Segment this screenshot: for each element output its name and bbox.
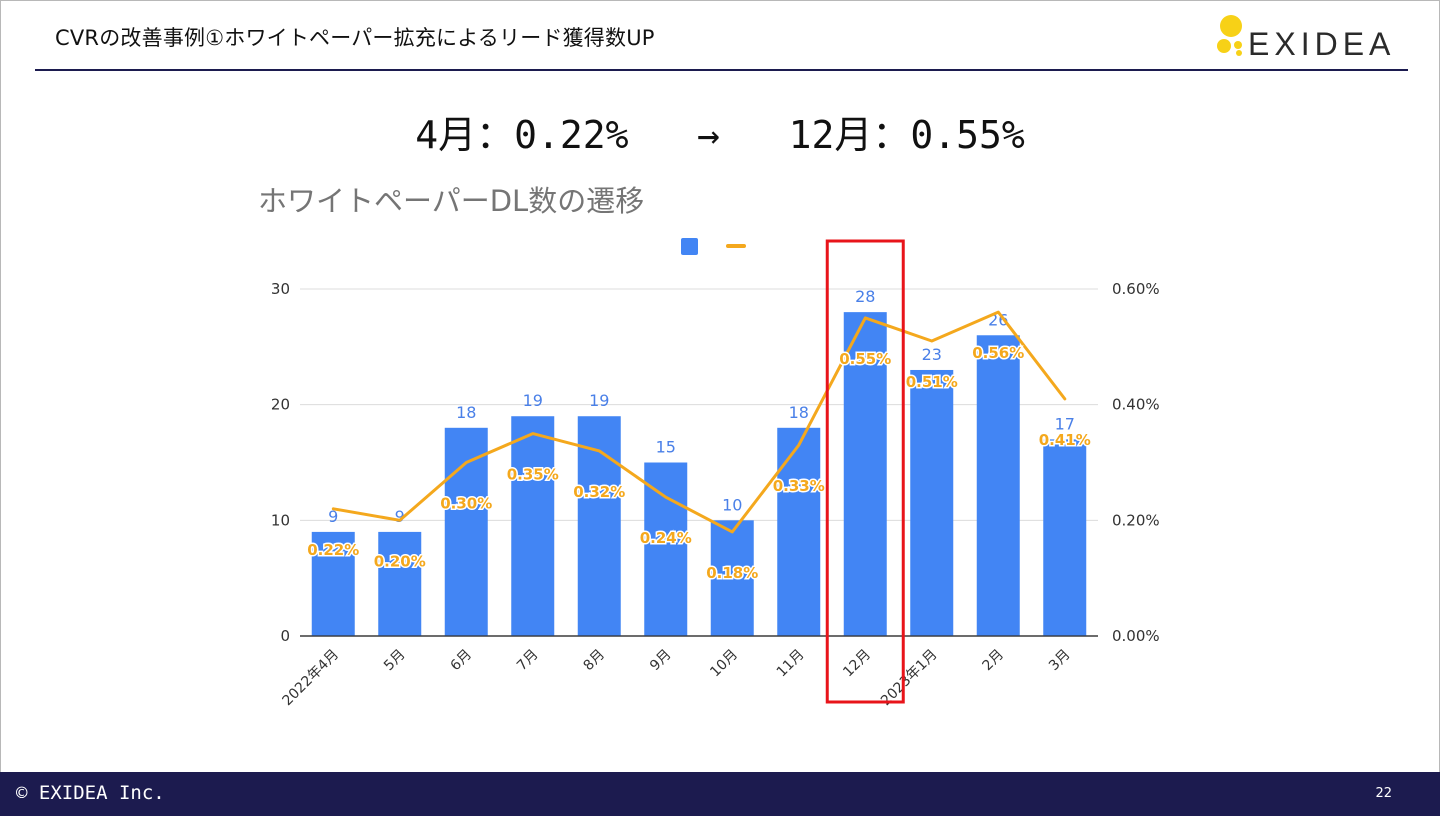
slide-title: CVRの改善事例①ホワイトペーパー拡充によるリード獲得数UP <box>55 26 655 50</box>
bar <box>976 335 1020 636</box>
y-right-tick-label: 0.00% <box>1112 627 1160 645</box>
x-tick-label: 2023年1月 <box>878 647 941 710</box>
bar-value-label: 9 <box>328 507 338 526</box>
whitepaper-dl-chart: 0 10 20 30 0.00% 0.20% 0.40% 0.60% 9 9 18 19 19 15 10 1… <box>271 238 1160 710</box>
bar-value-label: 18 <box>456 403 476 422</box>
x-tick-label: 2022年4月 <box>279 647 342 710</box>
bar <box>378 531 422 636</box>
line-value-label: 0.51% <box>906 373 958 391</box>
bar <box>910 369 954 636</box>
x-tick-label: 3月 <box>1046 647 1074 675</box>
x-tick-label: 11月 <box>774 647 808 681</box>
bar <box>777 427 821 636</box>
y-left-tick-label: 30 <box>271 280 290 298</box>
y-left-tick-label: 20 <box>271 396 290 414</box>
bar-value-label: 18 <box>789 403 809 422</box>
y-left-tick-label: 0 <box>280 627 290 645</box>
cvr-headline: 4月：0.22% → 12月：0.55% <box>0 104 1440 159</box>
line-value-label: 0.20% <box>374 552 426 570</box>
x-tick-label: 7月 <box>514 647 542 675</box>
bar-value-label: 28 <box>855 287 875 306</box>
bar-value-label: 15 <box>656 438 676 457</box>
line-value-label: 0.33% <box>773 477 825 495</box>
bar-value-label: 19 <box>523 391 543 410</box>
x-tick-label: 8月 <box>581 647 609 675</box>
y-left-tick-label: 10 <box>271 511 290 529</box>
headline-december-cvr: 12月：0.55% <box>788 113 1025 157</box>
x-tick-label: 12月 <box>840 647 874 681</box>
line-value-label: 0.55% <box>839 350 891 368</box>
line-value-label: 0.35% <box>507 466 559 484</box>
x-tick-label: 5月 <box>381 647 409 675</box>
headline-april-cvr: 4月：0.22% <box>415 113 629 157</box>
bar-value-label: 9 <box>395 507 405 526</box>
line-value-label: 0.32% <box>573 483 625 501</box>
footer-bar: © EXIDEA Inc. 22 <box>0 772 1440 816</box>
line-value-label: 0.41% <box>1039 431 1091 449</box>
y-right-tick-label: 0.40% <box>1112 396 1160 414</box>
bar-value-label: 10 <box>722 495 742 514</box>
headline-arrow: → <box>697 113 720 157</box>
highlight-box <box>825 239 905 704</box>
cvr-line <box>331 310 1067 534</box>
legend-line-swatch <box>726 244 746 248</box>
bar <box>577 416 621 636</box>
y-right-tick-label: 0.20% <box>1112 511 1160 529</box>
bar <box>511 416 555 636</box>
logo-mark-icon <box>1220 15 1242 37</box>
footer-copyright: © EXIDEA Inc. <box>16 782 165 804</box>
legend-bar-swatch <box>681 238 698 255</box>
x-tick-label: 10月 <box>707 647 741 681</box>
x-tick-label: 2月 <box>980 647 1008 675</box>
exidea-logo <box>1217 15 1242 56</box>
bar <box>444 427 488 636</box>
x-tick-label: 9月 <box>647 647 675 675</box>
bar-value-label: 23 <box>922 345 942 364</box>
bar-value-label: 17 <box>1055 414 1075 433</box>
bar <box>843 312 887 636</box>
line-value-label: 0.24% <box>640 529 692 547</box>
page-number: 22 <box>1375 786 1392 801</box>
y-right-tick-label: 0.60% <box>1112 280 1160 298</box>
bar <box>644 462 688 636</box>
line-value-label: 0.56% <box>972 344 1024 362</box>
line-value-label: 0.22% <box>307 541 359 559</box>
bar <box>311 531 355 636</box>
bar-value-label: 19 <box>589 391 609 410</box>
logo-text: EXIDEA <box>1248 26 1396 62</box>
line-value-label: 0.18% <box>706 564 758 582</box>
bar <box>710 520 754 636</box>
chart-title: ホワイトペーパーDL数の遷移 <box>258 184 645 218</box>
title-divider <box>35 69 1408 71</box>
bar <box>1043 439 1087 636</box>
line-value-label: 0.30% <box>440 495 492 513</box>
x-tick-label: 6月 <box>448 647 476 675</box>
